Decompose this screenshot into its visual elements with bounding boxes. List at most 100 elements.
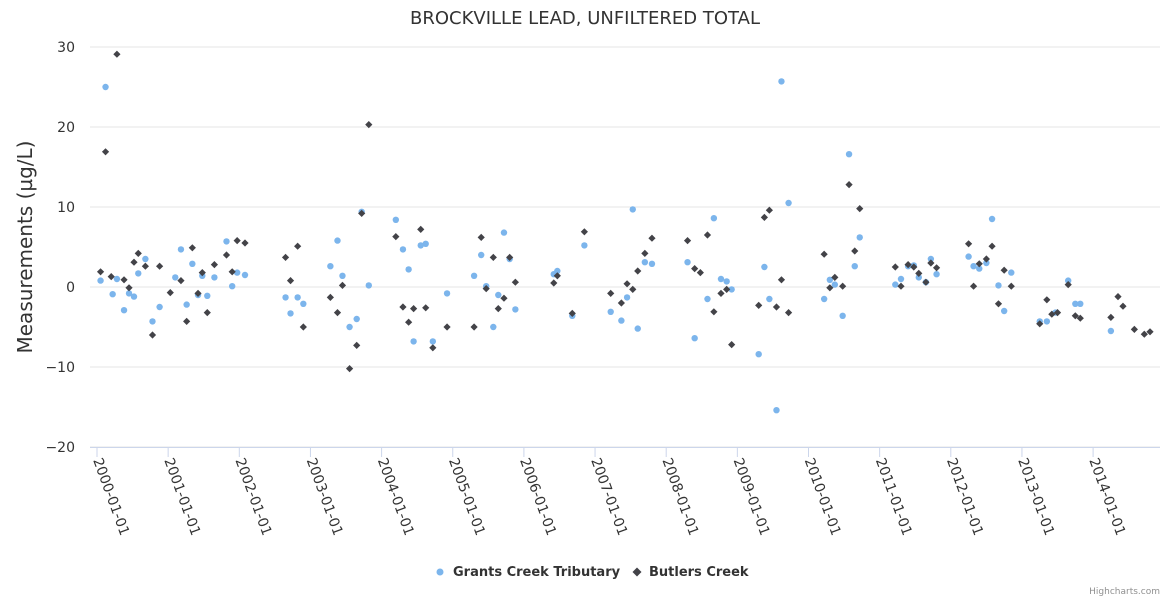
data-point[interactable]	[470, 272, 478, 279]
data-point[interactable]	[982, 255, 990, 263]
data-point[interactable]	[629, 285, 637, 293]
data-point[interactable]	[96, 268, 105, 276]
data-point[interactable]	[365, 282, 372, 289]
data-point[interactable]	[286, 277, 295, 285]
data-point[interactable]	[839, 282, 847, 290]
data-point[interactable]	[177, 246, 185, 253]
data-point[interactable]	[785, 199, 792, 207]
data-point[interactable]	[1071, 312, 1079, 320]
data-point[interactable]	[761, 263, 768, 271]
data-point[interactable]	[148, 331, 157, 339]
data-point[interactable]	[856, 205, 864, 213]
data-point[interactable]	[683, 237, 692, 245]
data-point[interactable]	[1043, 296, 1051, 304]
data-point[interactable]	[1064, 277, 1072, 284]
data-point[interactable]	[300, 300, 307, 307]
data-point[interactable]	[489, 253, 497, 261]
data-point[interactable]	[1053, 309, 1062, 317]
data-point[interactable]	[223, 238, 230, 245]
data-point[interactable]	[470, 323, 478, 331]
data-point[interactable]	[399, 303, 407, 311]
data-point[interactable]	[772, 303, 781, 311]
data-point[interactable]	[964, 240, 973, 248]
data-point[interactable]	[1000, 266, 1008, 274]
data-point[interactable]	[1043, 318, 1051, 325]
data-point[interactable]	[203, 309, 211, 317]
data-point[interactable]	[1007, 282, 1015, 290]
data-point[interactable]	[581, 242, 588, 249]
data-point[interactable]	[891, 263, 899, 271]
data-point[interactable]	[634, 325, 641, 332]
data-point[interactable]	[294, 242, 302, 250]
data-point[interactable]	[477, 233, 485, 241]
data-point[interactable]	[915, 274, 922, 281]
data-point[interactable]	[820, 295, 828, 303]
data-point[interactable]	[965, 253, 972, 260]
data-point[interactable]	[392, 216, 400, 223]
data-point[interactable]	[969, 282, 978, 290]
data-point[interactable]	[554, 267, 561, 275]
data-point[interactable]	[932, 264, 941, 272]
data-point[interactable]	[102, 83, 109, 91]
data-point[interactable]	[845, 181, 853, 189]
data-point[interactable]	[113, 50, 121, 58]
data-point[interactable]	[443, 323, 451, 331]
data-point[interactable]	[927, 255, 935, 263]
data-point[interactable]	[995, 282, 1002, 289]
data-point[interactable]	[728, 286, 735, 293]
data-point[interactable]	[915, 269, 923, 277]
data-point[interactable]	[172, 274, 179, 281]
data-point[interactable]	[892, 281, 899, 288]
data-point[interactable]	[156, 303, 163, 311]
data-point[interactable]	[327, 263, 334, 270]
data-point[interactable]	[975, 260, 983, 268]
data-point[interactable]	[629, 206, 636, 213]
data-point[interactable]	[550, 279, 558, 287]
data-point[interactable]	[107, 273, 115, 281]
data-point[interactable]	[141, 262, 149, 270]
data-point[interactable]	[422, 240, 429, 247]
data-point[interactable]	[120, 307, 128, 314]
data-point[interactable]	[831, 281, 839, 288]
data-point[interactable]	[826, 276, 834, 283]
data-point[interactable]	[1146, 328, 1154, 336]
data-point[interactable]	[490, 323, 497, 331]
data-point[interactable]	[1130, 325, 1138, 333]
data-point[interactable]	[334, 237, 341, 244]
data-point[interactable]	[358, 209, 366, 217]
data-point[interactable]	[333, 309, 342, 317]
data-point[interactable]	[210, 261, 218, 269]
data-point[interactable]	[1119, 302, 1127, 310]
data-point[interactable]	[353, 315, 360, 323]
data-point[interactable]	[478, 251, 485, 259]
data-point[interactable]	[696, 269, 704, 277]
data-point[interactable]	[710, 308, 718, 316]
data-point[interactable]	[125, 290, 133, 297]
data-point[interactable]	[1072, 300, 1079, 307]
credits-link[interactable]: Highcharts.com	[1089, 587, 1160, 597]
data-point[interactable]	[410, 338, 417, 345]
data-point[interactable]	[723, 285, 731, 293]
data-point[interactable]	[241, 271, 249, 279]
data-point[interactable]	[482, 285, 490, 293]
data-point[interactable]	[607, 289, 615, 297]
data-point[interactable]	[392, 233, 400, 241]
data-point[interactable]	[777, 276, 786, 284]
data-point[interactable]	[760, 213, 768, 221]
data-point[interactable]	[766, 295, 773, 303]
data-point[interactable]	[177, 277, 185, 285]
data-point[interactable]	[1008, 269, 1015, 276]
data-point[interactable]	[294, 294, 301, 301]
data-point[interactable]	[831, 273, 839, 281]
data-point[interactable]	[784, 309, 793, 317]
data-point[interactable]	[365, 121, 373, 129]
data-point[interactable]	[703, 231, 712, 239]
data-point[interactable]	[1140, 330, 1148, 338]
data-point[interactable]	[183, 301, 190, 308]
data-point[interactable]	[684, 259, 691, 266]
data-point[interactable]	[500, 294, 508, 302]
data-point[interactable]	[994, 300, 1003, 308]
data-point[interactable]	[648, 260, 656, 267]
data-point[interactable]	[326, 293, 334, 301]
data-point[interactable]	[553, 272, 561, 280]
